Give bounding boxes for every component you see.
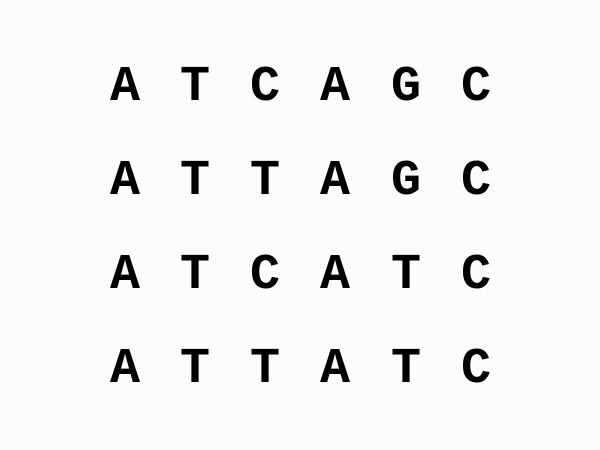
base-letter: A [109,247,140,304]
base-letter: C [460,153,491,210]
base-letter: C [460,341,491,398]
base-letter: T [179,59,210,116]
base-letter: C [460,247,491,304]
sequence-row-3: A T C A T C [0,246,600,306]
base-letter: A [109,59,140,116]
base-letter: A [109,153,140,210]
base-letter: C [249,247,280,304]
base-letter: A [319,59,350,116]
base-letter: T [390,341,421,398]
base-letter: C [249,59,280,116]
base-letter: A [319,247,350,304]
base-letter: T [249,153,280,210]
base-letter: C [460,59,491,116]
base-letter: T [179,341,210,398]
base-letter: A [319,153,350,210]
base-letter: A [109,341,140,398]
base-letter: G [390,153,421,210]
sequence-row-4: A T T A T C [0,340,600,400]
base-letter: T [390,247,421,304]
base-letter: T [179,247,210,304]
base-letter: A [319,341,350,398]
base-letter: T [249,341,280,398]
sequence-row-2: A T T A G C [0,152,600,212]
base-letter: G [390,59,421,116]
sequence-row-1: A T C A G C [0,58,600,118]
base-letter: T [179,153,210,210]
